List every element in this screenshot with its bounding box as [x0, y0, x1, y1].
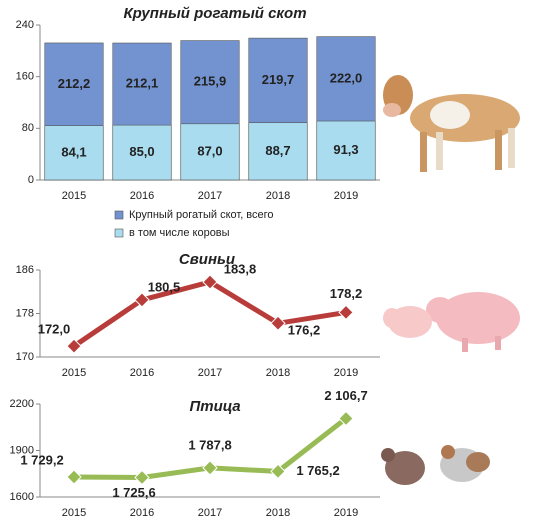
- point: [66, 469, 82, 485]
- legend-label: Крупный рогатый скот, всего: [129, 209, 274, 221]
- value-label: 222,0: [330, 70, 363, 85]
- y-tick-label: 1600: [10, 491, 34, 503]
- value-label: 212,2: [58, 76, 91, 91]
- value-label: 2 106,7: [324, 388, 367, 403]
- point: [202, 274, 218, 290]
- value-label: 212,1: [126, 75, 159, 90]
- y-tick-label: 170: [16, 351, 34, 363]
- x-tick-label: 2016: [130, 507, 154, 519]
- bar: [316, 120, 376, 181]
- value-label: 1 725,6: [112, 485, 155, 500]
- point: [338, 410, 354, 427]
- bar: [112, 124, 172, 181]
- cow-picture: [383, 75, 520, 172]
- point: [134, 292, 150, 308]
- value-label: 183,8: [224, 261, 257, 276]
- y-tick-label: 80: [22, 122, 34, 134]
- value-label: 178,2: [330, 286, 363, 301]
- value-label: 215,9: [194, 74, 227, 89]
- x-tick-label: 2019: [334, 367, 358, 379]
- point: [270, 463, 286, 480]
- y-tick-label: 240: [16, 19, 34, 31]
- x-tick-label: 2019: [334, 190, 358, 202]
- value-label: 172,0: [38, 322, 71, 337]
- legend-swatch: [114, 228, 124, 238]
- x-tick-label: 2015: [62, 190, 86, 202]
- y-tick-label: 1900: [10, 444, 34, 456]
- legend-label: в том числе коровы: [129, 227, 230, 239]
- chart-title: Крупный рогатый скот: [123, 5, 306, 22]
- x-tick-label: 2016: [130, 190, 154, 202]
- x-tick-label: 2017: [198, 190, 222, 202]
- legend-swatch: [114, 210, 124, 220]
- value-label: 1 729,2: [20, 452, 63, 467]
- value-label: 176,2: [288, 323, 321, 338]
- y-tick-label: 186: [16, 264, 34, 276]
- point: [270, 315, 286, 331]
- value-label: 88,7: [265, 143, 290, 158]
- value-label: 84,1: [61, 144, 86, 159]
- x-tick-label: 2017: [198, 367, 222, 379]
- chicken-picture: [381, 445, 490, 485]
- x-tick-label: 2017: [198, 507, 222, 519]
- value-label: 1 765,2: [296, 463, 339, 478]
- point: [338, 304, 354, 321]
- y-tick-label: 2200: [10, 398, 34, 410]
- x-tick-label: 2019: [334, 507, 358, 519]
- bar: [44, 125, 104, 181]
- value-label: 180,5: [148, 279, 181, 294]
- point: [202, 460, 218, 476]
- bar: [180, 123, 240, 181]
- value-label: 219,7: [262, 72, 295, 87]
- x-tick-label: 2016: [130, 367, 154, 379]
- value-label: 1 787,8: [188, 437, 231, 452]
- point: [66, 338, 82, 354]
- x-tick-label: 2018: [266, 507, 290, 519]
- y-tick-label: 160: [16, 71, 34, 83]
- x-tick-label: 2015: [62, 367, 86, 379]
- y-tick-label: 0: [28, 174, 34, 186]
- chart-title: Птица: [189, 398, 240, 415]
- value-label: 87,0: [197, 143, 222, 158]
- value-label: 85,0: [129, 144, 154, 159]
- x-tick-label: 2015: [62, 507, 86, 519]
- point: [134, 469, 150, 486]
- x-tick-label: 2018: [266, 190, 290, 202]
- chart-title: Свиньи: [179, 251, 235, 268]
- y-tick-label: 178: [16, 307, 34, 319]
- pig-picture: [383, 292, 520, 352]
- value-label: 91,3: [333, 142, 358, 157]
- bar: [248, 122, 308, 181]
- x-tick-label: 2018: [266, 367, 290, 379]
